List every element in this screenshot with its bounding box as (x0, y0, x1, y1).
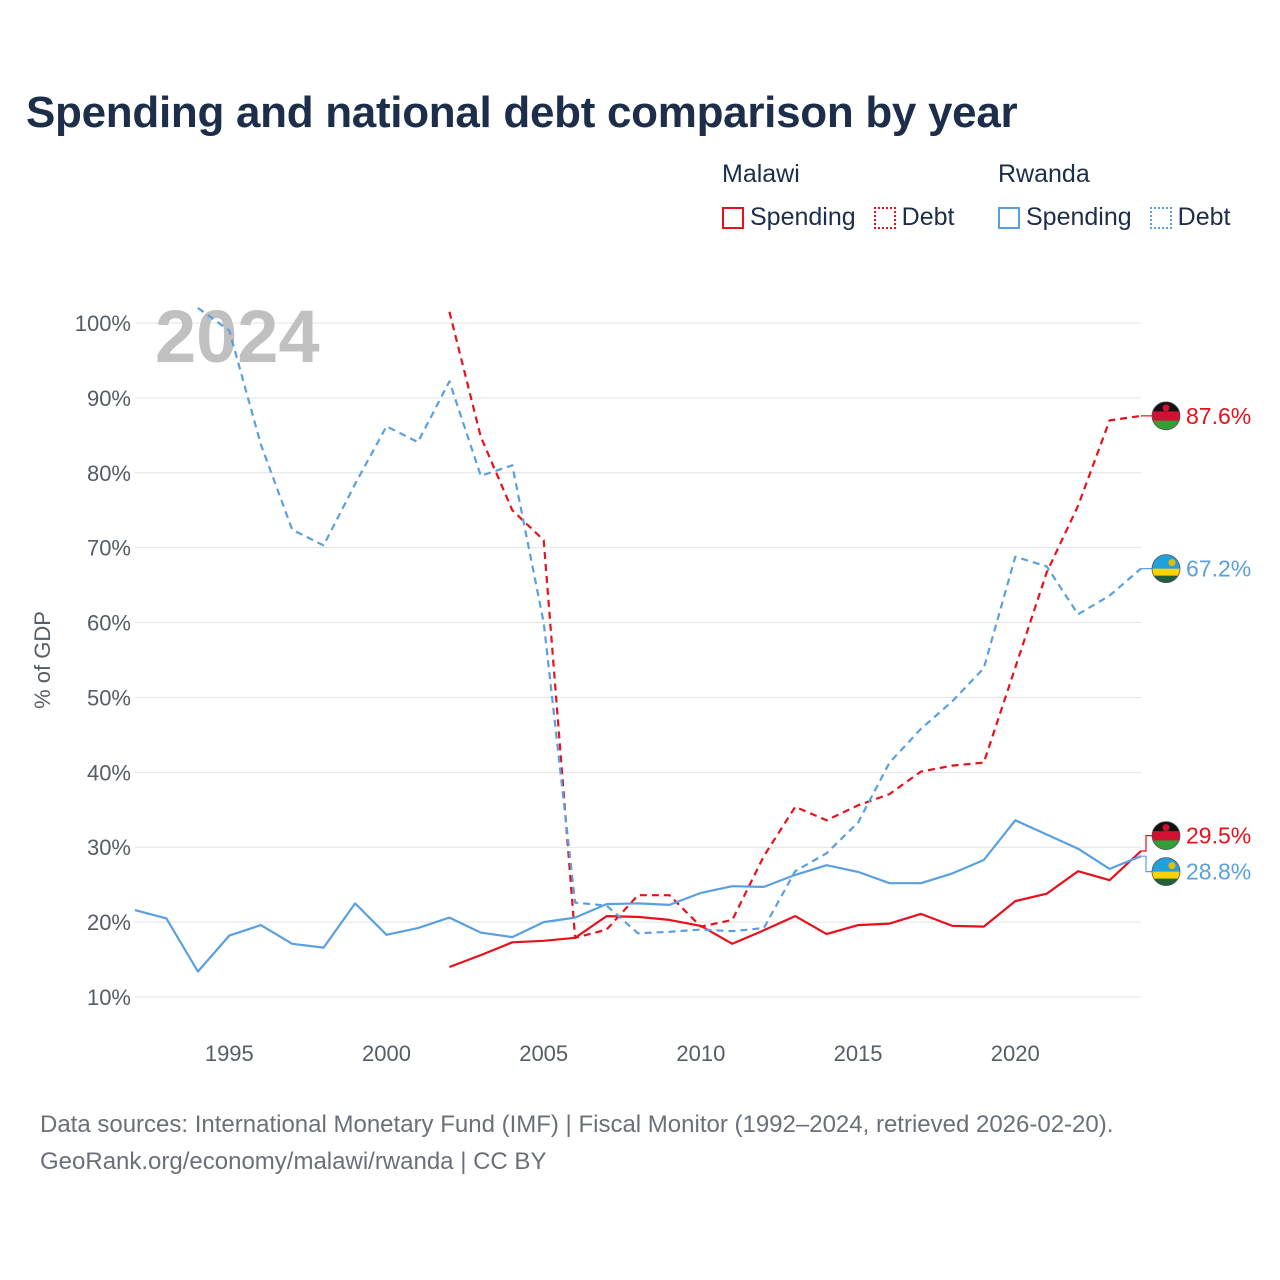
legend-item-rwanda-debt[interactable]: Debt (1149, 203, 1231, 232)
legend-item-rwanda-spending[interactable]: Spending (998, 203, 1132, 232)
legend-group-rwanda: Rwanda Spending Debt (998, 160, 1230, 232)
x-tick-label: 2000 (362, 1041, 411, 1066)
end-value-label: 28.8% (1186, 859, 1251, 885)
rwanda-flag-icon (1151, 554, 1181, 584)
footer: Data sources: International Monetary Fun… (40, 1106, 1113, 1180)
y-tick-label: 10% (87, 985, 131, 1010)
x-tick-label: 2020 (991, 1041, 1040, 1066)
legend-item-malawi-spending[interactable]: Spending (722, 203, 856, 232)
end-value-label: 87.6% (1186, 403, 1251, 429)
legend-label: Debt (1177, 203, 1231, 231)
legend-label: Debt (901, 203, 955, 231)
y-axis-label: % of GDP (30, 611, 55, 709)
series-line-malawi-debt (448, 311, 1142, 939)
y-tick-label: 100% (75, 311, 131, 336)
x-tick-label: 2015 (834, 1041, 883, 1066)
attribution-text: GeoRank.org/economy/malawi/rwanda | CC B… (40, 1148, 547, 1175)
series-line-rwanda-debt (197, 307, 1142, 935)
legend-country-rwanda: Rwanda (998, 160, 1090, 188)
malawi-flag-icon (1151, 821, 1181, 850)
series-line-malawi-spending (449, 850, 1142, 969)
x-tick-label: 2005 (519, 1041, 568, 1066)
end-label-connector (1141, 834, 1152, 852)
solid-swatch-icon (722, 206, 744, 229)
solid-swatch-icon (998, 206, 1020, 229)
y-tick-label: 80% (87, 461, 131, 486)
chart-title: Spending and national debt comparison by… (26, 88, 1018, 137)
end-label-connector (1141, 855, 1152, 873)
y-tick-label: 70% (87, 536, 131, 561)
legend-label: Spending (750, 203, 856, 231)
end-value-label: 67.2% (1186, 556, 1251, 582)
legend-label: Spending (1026, 203, 1132, 231)
y-tick-label: 90% (87, 386, 131, 411)
y-tick-label: 30% (87, 835, 131, 860)
y-tick-label: 60% (87, 611, 131, 636)
series-line-rwanda-spending (135, 819, 1142, 973)
dotted-swatch-icon (1149, 206, 1172, 229)
data-source-text: Data sources: International Monetary Fun… (40, 1111, 1114, 1138)
y-tick-label: 20% (87, 910, 131, 935)
y-tick-label: 40% (87, 760, 131, 785)
year-watermark: 2024 (155, 295, 320, 378)
legend-group-malawi: Malawi Spending Debt (722, 160, 954, 232)
malawi-flag-icon (1151, 401, 1181, 431)
dotted-swatch-icon (873, 206, 896, 229)
legend-country-malawi: Malawi (722, 160, 800, 188)
x-tick-label: 1995 (205, 1041, 254, 1066)
rwanda-flag-icon (1151, 857, 1181, 886)
legend-item-malawi-debt[interactable]: Debt (873, 203, 955, 232)
x-tick-label: 2010 (676, 1041, 725, 1066)
end-value-label: 29.5% (1186, 823, 1251, 849)
y-tick-label: 50% (87, 685, 131, 710)
